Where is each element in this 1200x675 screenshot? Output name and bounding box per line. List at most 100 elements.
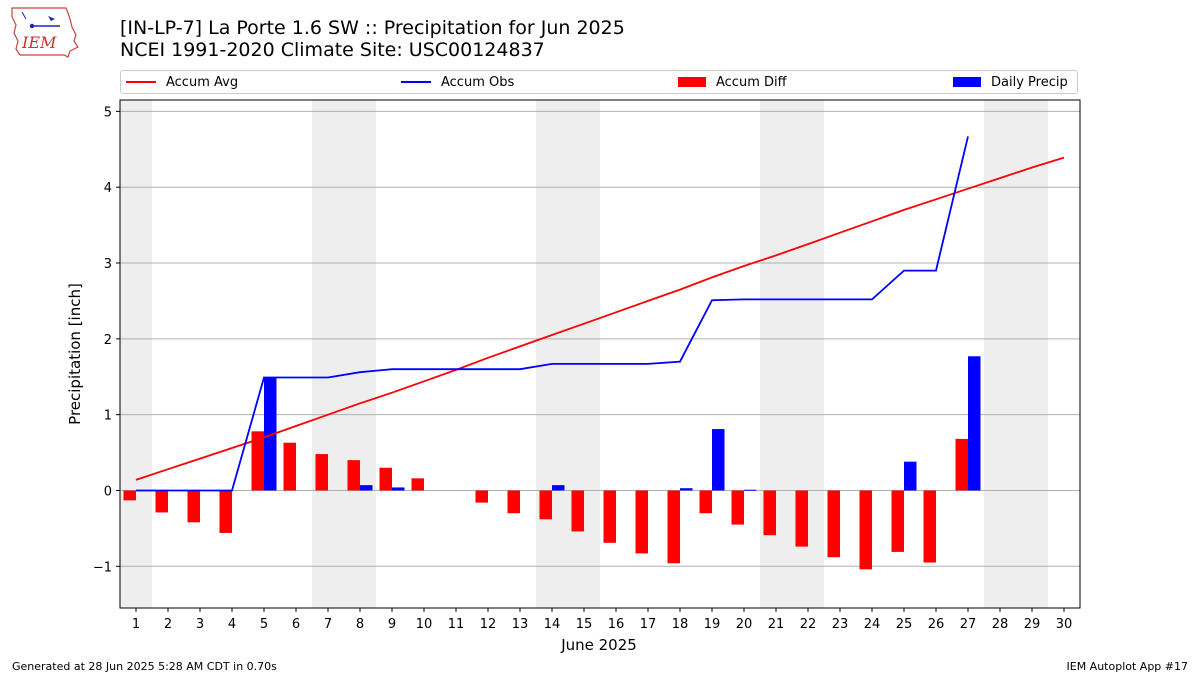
- chart-title: [IN-LP-7] La Porte 1.6 SW :: Precipitati…: [120, 17, 625, 39]
- x-tick-label: 25: [896, 617, 913, 632]
- legend: Accum Avg Accum Obs Accum Diff Daily Pre…: [120, 70, 1078, 94]
- logo-text: IEM: [21, 33, 57, 52]
- accum-diff-bar: [859, 490, 872, 570]
- legend-item-accum-diff: Accum Diff: [678, 71, 787, 93]
- legend-item-accum-obs: Accum Obs: [401, 71, 514, 93]
- legend-label: Accum Obs: [441, 74, 515, 90]
- accum-diff-bar: [795, 490, 808, 547]
- y-tick-label: 3: [104, 257, 112, 272]
- legend-label: Daily Precip: [991, 74, 1068, 90]
- accum-diff-bar: [475, 490, 488, 503]
- x-tick-label: 14: [544, 617, 561, 632]
- x-tick-label: 22: [800, 617, 817, 632]
- daily-precip-bar: [360, 485, 373, 491]
- daily-precip-bar: [744, 489, 757, 491]
- y-tick-label: 4: [104, 181, 112, 196]
- x-tick-label: 11: [448, 617, 465, 632]
- series-lines: [135, 136, 1065, 492]
- accum-diff-bar: [155, 490, 168, 513]
- weekend-shading: [120, 100, 1048, 608]
- accum-avg-line: [135, 156, 1065, 481]
- legend-swatch: [953, 77, 981, 87]
- x-tick-label: 23: [832, 617, 849, 632]
- plot-frame: [119, 99, 1081, 609]
- legend-label: Accum Avg: [166, 74, 239, 90]
- x-tick-label: 28: [992, 617, 1009, 632]
- x-tick-label: 4: [228, 617, 236, 632]
- x-tick-label: 29: [1024, 617, 1041, 632]
- daily-precip-bar: [552, 485, 565, 491]
- x-tick-label: 7: [324, 617, 332, 632]
- daily-precip-bar: [264, 377, 277, 491]
- weekend-band: [312, 100, 376, 608]
- legend-swatch: [678, 77, 706, 87]
- legend-item-daily-precip: Daily Precip: [953, 71, 1068, 93]
- accum-diff-bar: [347, 460, 360, 491]
- accum-diff-bar: [315, 454, 328, 491]
- y-tick-label: 5: [104, 105, 112, 120]
- y-axis: −1 0 1 2 3 4 5: [93, 105, 120, 575]
- x-tick-label: 27: [960, 617, 977, 632]
- daily-precip-bar: [680, 488, 693, 491]
- accum-diff-bar: [251, 431, 264, 491]
- x-tick-label: 17: [640, 617, 657, 632]
- daily-precip-bar: [392, 487, 405, 491]
- x-tick-label: 24: [864, 617, 881, 632]
- accum-diff-bar: [187, 490, 200, 523]
- daily-precip-bar: [712, 429, 725, 491]
- x-tick-label: 12: [480, 617, 497, 632]
- accum-diff-bar: [219, 490, 232, 533]
- generated-timestamp: Generated at 28 Jun 2025 5:28 AM CDT in …: [12, 660, 277, 673]
- x-tick-label: 18: [672, 617, 689, 632]
- legend-label: Accum Diff: [716, 74, 787, 90]
- legend-swatch: [126, 81, 156, 83]
- accum-diff-bar: [123, 490, 136, 501]
- x-tick-label: 1: [132, 617, 140, 632]
- accum-diff-bar: [699, 490, 712, 514]
- accum-diff-bar: [411, 478, 424, 491]
- accum-diff-bar: [635, 490, 648, 554]
- x-tick-label: 6: [292, 617, 300, 632]
- y-tick-label: 2: [104, 333, 112, 348]
- x-tick-label: 9: [388, 617, 396, 632]
- daily-precip-bar: [904, 461, 917, 491]
- accum-diff-bar: [667, 490, 680, 564]
- accum-diff-bar: [955, 438, 968, 491]
- y-axis-label: Precipitation [inch]: [66, 283, 84, 425]
- x-tick-label: 15: [576, 617, 593, 632]
- accum-diff-bar: [923, 490, 936, 563]
- accum-diff-bar: [539, 490, 552, 520]
- y-tick-label: −1: [93, 560, 112, 575]
- grid-lines: [120, 110, 1080, 567]
- x-tick-label: 8: [356, 617, 364, 632]
- x-tick-label: 5: [260, 617, 268, 632]
- legend-item-accum-avg: Accum Avg: [126, 71, 238, 93]
- legend-swatch: [401, 81, 431, 83]
- accum-diff-bar: [507, 490, 520, 514]
- x-tick-label: 26: [928, 617, 945, 632]
- x-tick-label: 16: [608, 617, 625, 632]
- x-tick-label: 30: [1056, 617, 1073, 632]
- accum-diff-bar: [379, 467, 392, 491]
- accum-diff-bar: [891, 490, 904, 552]
- x-tick-label: 2: [164, 617, 172, 632]
- chart-subtitle: NCEI 1991-2020 Climate Site: USC00124837: [120, 39, 545, 61]
- x-tick-label: 13: [512, 617, 529, 632]
- y-tick-label: 1: [104, 409, 112, 424]
- accum-diff-bar: [283, 442, 296, 491]
- x-tick-label: 3: [196, 617, 204, 632]
- x-axis-label: June 2025: [560, 636, 637, 654]
- daily-precip-bar: [968, 356, 981, 491]
- accum-diff-bar: [603, 490, 616, 543]
- app-credit: IEM Autoplot App #17: [1066, 660, 1189, 673]
- accum-obs-line: [136, 136, 969, 492]
- accum-diff-bar: [571, 490, 584, 532]
- x-tick-label: 19: [704, 617, 721, 632]
- x-tick-label: 20: [736, 617, 753, 632]
- x-axis: 1 2 3 4 5 6 7 8 9 10 11 12 13 14 15 16 17 18 19 20 21 22 23 24 2…: [132, 608, 1072, 632]
- weekend-band: [120, 100, 152, 608]
- iem-logo: IEM: [11, 7, 79, 58]
- x-tick-label: 10: [416, 617, 433, 632]
- weekend-band: [536, 100, 600, 608]
